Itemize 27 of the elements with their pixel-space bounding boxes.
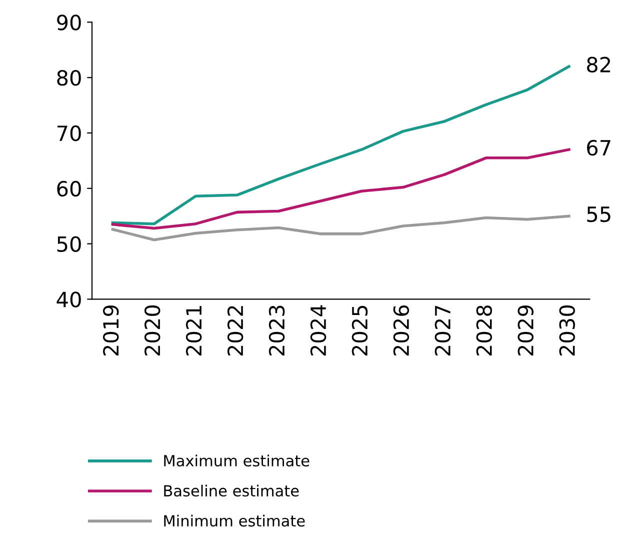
x-tick-label: 2025: [352, 306, 368, 356]
line-series: [111, 148, 570, 230]
line-series: [111, 214, 570, 242]
x-tick-label: 2024: [310, 305, 326, 356]
annotation: 67: [587, 140, 610, 156]
y-tick-label: 80: [57, 70, 81, 86]
x-tick-label: 2023: [268, 306, 285, 356]
x-tick-label: 2030: [559, 305, 575, 356]
y-tick-label: 70: [57, 125, 81, 142]
legend-label: Minimum estimate: [164, 514, 305, 527]
y-tick-label: 60: [57, 180, 81, 197]
x-tick-label: 2029: [518, 306, 534, 356]
annotation: 55: [587, 206, 610, 222]
x-tick-label: 2022: [227, 306, 244, 356]
annotation: 82: [587, 56, 610, 73]
x-tick-label: 2021: [186, 306, 202, 356]
y-tick-label: 90: [57, 14, 81, 30]
legend-label: Maximum estimate: [164, 454, 310, 466]
x-tick-label: 2028: [476, 305, 492, 356]
y-tick-label: 50: [57, 236, 81, 252]
x-tick-label: 2019: [103, 306, 119, 356]
y-tick-label: 40: [56, 292, 81, 308]
x-tick-label: 2026: [393, 305, 410, 356]
legend-label: Baseline estimate: [164, 484, 299, 497]
line-series: [111, 65, 570, 226]
x-tick-label: 2027: [434, 306, 451, 356]
x-tick-label: 2020: [144, 305, 160, 356]
